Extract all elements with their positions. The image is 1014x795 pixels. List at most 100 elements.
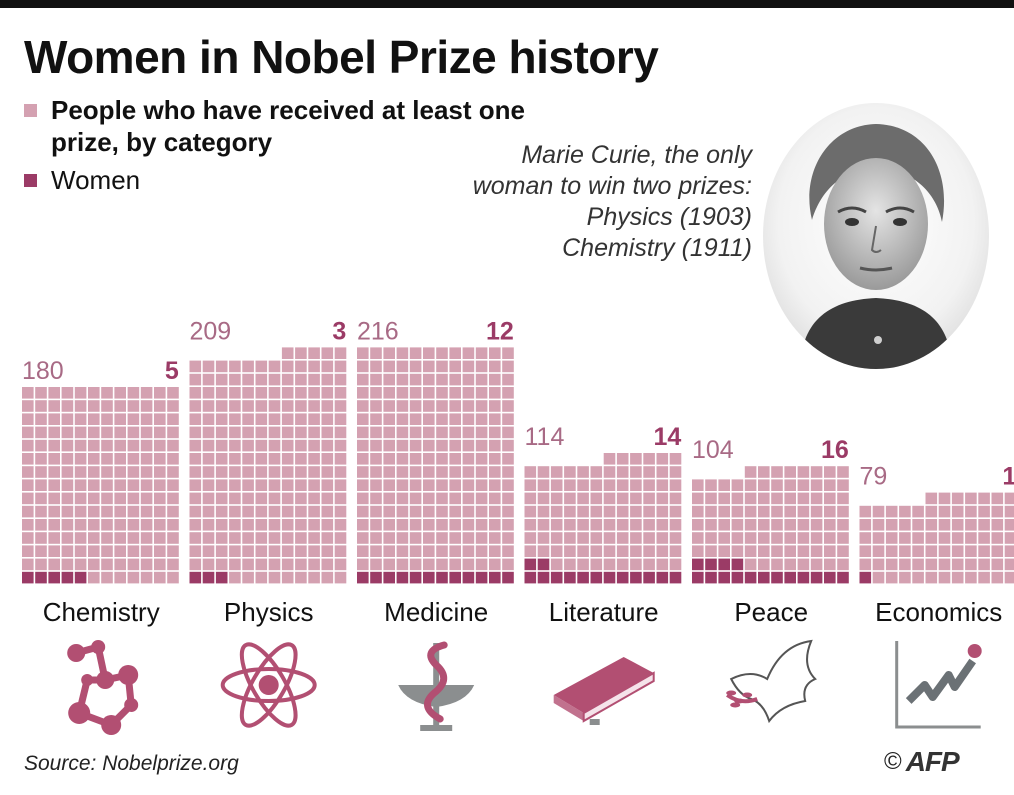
waffle-square bbox=[114, 492, 126, 505]
waffle-square bbox=[744, 466, 757, 478]
waffle-square-woman bbox=[718, 571, 730, 584]
waffle-square bbox=[321, 360, 334, 373]
waffle-square bbox=[669, 505, 682, 518]
waffle-square bbox=[502, 439, 514, 452]
waffle-square bbox=[991, 545, 1004, 557]
waffle-square bbox=[370, 532, 382, 544]
waffle-square bbox=[436, 387, 448, 399]
waffle-square bbox=[692, 505, 704, 518]
waffle-square bbox=[321, 426, 334, 439]
waffle-square bbox=[48, 453, 60, 465]
waffle-square bbox=[35, 558, 47, 571]
book-icon bbox=[553, 657, 655, 725]
waffle-square bbox=[718, 545, 730, 557]
waffle-square bbox=[462, 505, 475, 518]
waffle-square bbox=[370, 505, 382, 518]
waffle-square bbox=[630, 519, 642, 531]
waffle-square bbox=[423, 360, 435, 373]
waffle-square bbox=[242, 360, 254, 373]
waffle-square bbox=[383, 466, 395, 478]
waffle-square-woman bbox=[35, 571, 47, 584]
waffle-square bbox=[475, 360, 488, 373]
waffle-square-woman bbox=[656, 571, 669, 584]
waffle-square bbox=[114, 545, 126, 557]
waffle-square bbox=[409, 453, 422, 465]
waffle-square bbox=[295, 373, 307, 386]
waffle-square bbox=[295, 453, 307, 465]
waffle-square bbox=[370, 545, 382, 557]
waffle-square bbox=[524, 505, 537, 518]
waffle-medicine: 216 12 Medicine bbox=[357, 317, 514, 627]
waffle-square bbox=[630, 545, 642, 557]
legend-total-label: People who have received at least one pr… bbox=[51, 95, 525, 157]
waffle-square bbox=[616, 466, 629, 478]
waffle-square bbox=[321, 479, 334, 491]
waffle-square bbox=[771, 532, 783, 544]
waffle-square bbox=[308, 532, 320, 544]
waffle-square bbox=[824, 505, 836, 518]
waffle-square bbox=[48, 532, 60, 544]
waffle-square bbox=[938, 505, 951, 518]
waffle-square bbox=[295, 439, 307, 452]
waffle-square bbox=[101, 558, 113, 571]
waffle-square bbox=[281, 360, 294, 373]
waffle-square bbox=[308, 571, 320, 584]
waffle-square bbox=[616, 492, 629, 505]
waffle-square bbox=[334, 479, 347, 491]
waffle-square bbox=[758, 505, 770, 518]
waffle-square bbox=[731, 519, 744, 531]
waffle-square bbox=[101, 479, 113, 491]
waffle-square bbox=[537, 519, 550, 531]
waffle-square bbox=[409, 558, 422, 571]
waffle-square bbox=[229, 545, 241, 557]
waffle-square bbox=[436, 558, 448, 571]
waffle-square bbox=[784, 505, 796, 518]
waffle-square bbox=[88, 387, 100, 399]
waffle-square bbox=[951, 558, 964, 571]
waffle-square bbox=[630, 479, 642, 491]
waffle-square bbox=[357, 387, 369, 399]
waffle-square bbox=[396, 505, 409, 518]
waffle-square-woman bbox=[48, 571, 60, 584]
waffle-square bbox=[692, 479, 704, 491]
waffle-square bbox=[35, 439, 47, 452]
waffle-square bbox=[603, 466, 616, 478]
waffle-square bbox=[489, 373, 501, 386]
waffle-square-woman bbox=[537, 571, 550, 584]
waffle-square bbox=[154, 545, 166, 557]
waffle-square bbox=[502, 505, 514, 518]
legend-total: People who have received at least one pr… bbox=[24, 94, 531, 158]
waffle-square bbox=[281, 387, 294, 399]
waffle-square bbox=[669, 479, 682, 491]
waffle-square bbox=[357, 466, 369, 478]
page-title: Women in Nobel Prize history bbox=[24, 31, 659, 83]
waffle-square bbox=[550, 519, 563, 531]
waffle-square bbox=[938, 519, 951, 531]
waffle-square bbox=[215, 505, 228, 518]
waffle-square bbox=[603, 545, 616, 557]
waffle-square bbox=[229, 413, 241, 425]
waffle-square bbox=[357, 532, 369, 544]
waffle-square bbox=[1004, 545, 1014, 557]
waffle-square bbox=[669, 519, 682, 531]
waffle-square bbox=[281, 413, 294, 425]
waffle-square bbox=[35, 545, 47, 557]
waffle-square bbox=[423, 532, 435, 544]
waffle-square bbox=[475, 532, 488, 544]
waffle-square bbox=[370, 558, 382, 571]
waffle-square bbox=[449, 558, 461, 571]
waffle-square bbox=[127, 532, 140, 544]
waffle-square bbox=[48, 439, 60, 452]
waffle-square bbox=[22, 426, 34, 439]
waffle-square-woman bbox=[718, 558, 730, 571]
waffle-square bbox=[242, 558, 254, 571]
waffle-square bbox=[396, 387, 409, 399]
waffle-square bbox=[321, 492, 334, 505]
waffle-square bbox=[202, 492, 215, 505]
waffle-square bbox=[423, 519, 435, 531]
waffle-square-woman bbox=[692, 571, 704, 584]
waffle-square bbox=[35, 519, 47, 531]
waffle-square bbox=[334, 360, 347, 373]
waffle-square bbox=[731, 479, 744, 491]
curie-annotation-line-3: Physics (1903) bbox=[586, 203, 752, 231]
